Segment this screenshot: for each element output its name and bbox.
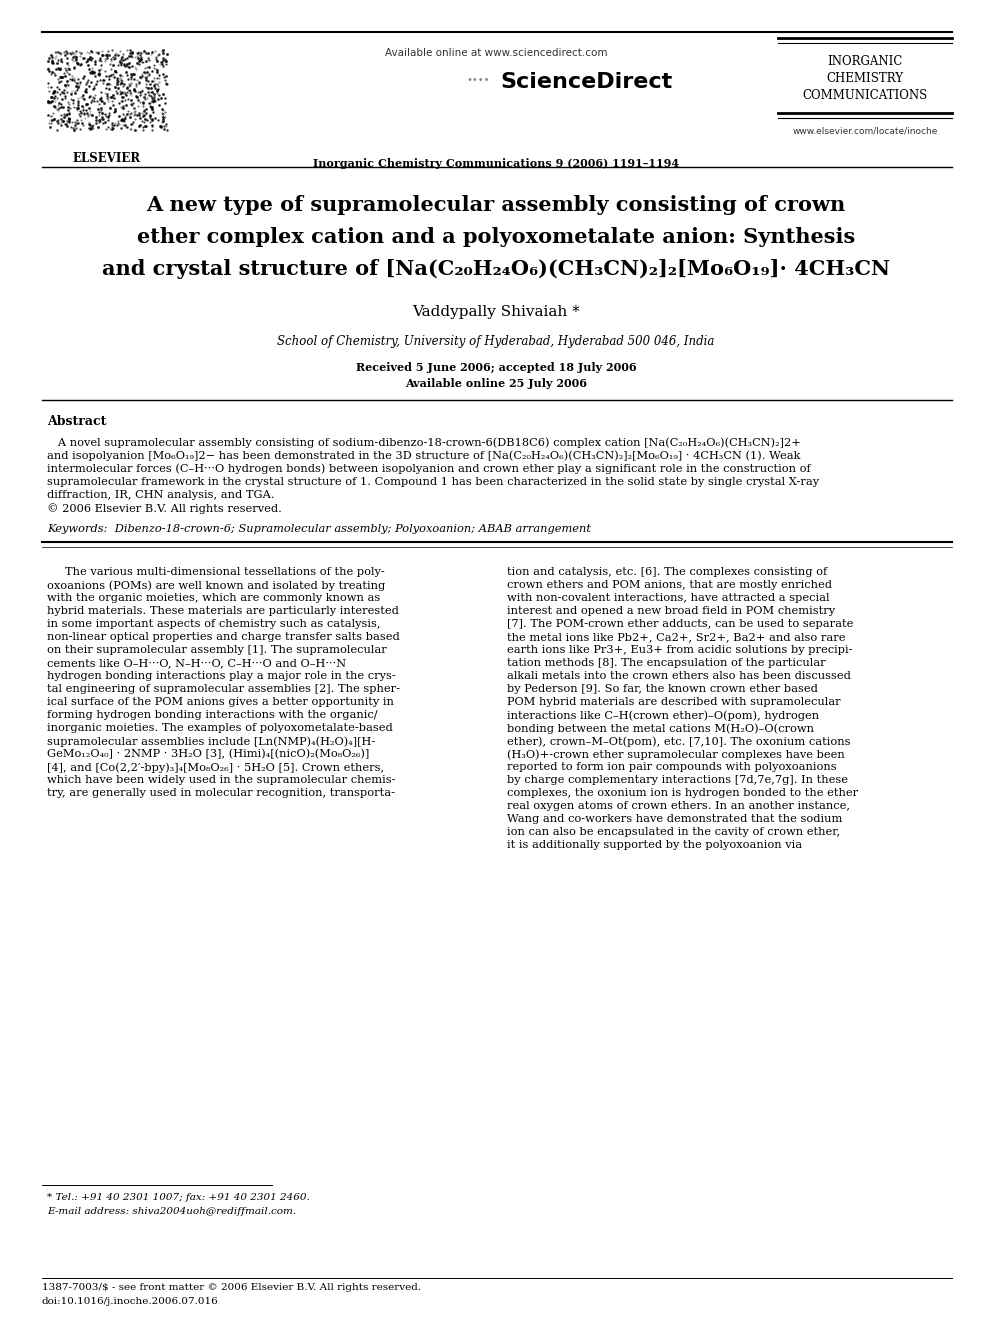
Text: it is additionally supported by the polyoxoanion via: it is additionally supported by the poly… — [507, 840, 803, 851]
Text: ether complex cation and a polyoxometalate anion: Synthesis: ether complex cation and a polyoxometala… — [137, 228, 855, 247]
Text: E-mail address: shiva2004uoh@rediffmail.com.: E-mail address: shiva2004uoh@rediffmail.… — [47, 1207, 297, 1216]
Text: and crystal structure of [Na(C₂₀H₂₄O₆)(CH₃CN)₂]₂[Mo₆O₁₉]· 4CH₃CN: and crystal structure of [Na(C₂₀H₂₄O₆)(C… — [102, 259, 890, 279]
Text: alkali metals into the crown ethers also has been discussed: alkali metals into the crown ethers also… — [507, 671, 851, 681]
Text: ••••: •••• — [466, 75, 490, 85]
Text: by Pederson [9]. So far, the known crown ether based: by Pederson [9]. So far, the known crown… — [507, 684, 817, 695]
Text: tation methods [8]. The encapsulation of the particular: tation methods [8]. The encapsulation of… — [507, 659, 825, 668]
Text: ical surface of the POM anions gives a better opportunity in: ical surface of the POM anions gives a b… — [47, 697, 394, 708]
Text: which have been widely used in the supramolecular chemis-: which have been widely used in the supra… — [47, 775, 396, 785]
Text: INORGANIC: INORGANIC — [827, 56, 903, 67]
Text: doi:10.1016/j.inoche.2006.07.016: doi:10.1016/j.inoche.2006.07.016 — [42, 1297, 219, 1306]
Text: in some important aspects of chemistry such as catalysis,: in some important aspects of chemistry s… — [47, 619, 381, 630]
Text: Available online at www.sciencedirect.com: Available online at www.sciencedirect.co… — [385, 48, 607, 58]
Text: ELSEVIER: ELSEVIER — [73, 152, 141, 165]
Text: The various multi-dimensional tessellations of the poly-: The various multi-dimensional tessellati… — [65, 568, 385, 577]
Text: bonding between the metal cations M(H₂O)–O(crown: bonding between the metal cations M(H₂O)… — [507, 724, 814, 734]
Text: www.elsevier.com/locate/inoche: www.elsevier.com/locate/inoche — [793, 127, 937, 136]
Text: 1387-7003/$ - see front matter © 2006 Elsevier B.V. All rights reserved.: 1387-7003/$ - see front matter © 2006 El… — [42, 1283, 422, 1293]
Text: GeMo₁₂O₄₀] · 2NMP · 3H₂O [3], (Himi)₄[(nicO)₂(Mo₈O₂₆)]: GeMo₁₂O₄₀] · 2NMP · 3H₂O [3], (Himi)₄[(n… — [47, 749, 369, 759]
Text: crown ethers and POM anions, that are mostly enriched: crown ethers and POM anions, that are mo… — [507, 581, 832, 590]
Text: tion and catalysis, etc. [6]. The complexes consisting of: tion and catalysis, etc. [6]. The comple… — [507, 568, 827, 577]
Text: Inorganic Chemistry Communications 9 (2006) 1191–1194: Inorganic Chemistry Communications 9 (20… — [312, 157, 680, 169]
Text: reported to form ion pair compounds with polyoxoanions: reported to form ion pair compounds with… — [507, 762, 836, 773]
Text: Abstract: Abstract — [47, 415, 106, 429]
Text: try, are generally used in molecular recognition, transporta-: try, are generally used in molecular rec… — [47, 789, 395, 798]
Text: hydrogen bonding interactions play a major role in the crys-: hydrogen bonding interactions play a maj… — [47, 671, 396, 681]
Text: tal engineering of supramolecular assemblies [2]. The spher-: tal engineering of supramolecular assemb… — [47, 684, 400, 695]
Text: complexes, the oxonium ion is hydrogen bonded to the ether: complexes, the oxonium ion is hydrogen b… — [507, 789, 858, 798]
Text: [7]. The POM-crown ether adducts, can be used to separate: [7]. The POM-crown ether adducts, can be… — [507, 619, 853, 630]
Text: COMMUNICATIONS: COMMUNICATIONS — [803, 89, 928, 102]
Text: [4], and [Co(2,2′-bpy)₃]₄[Mo₈O₂₆] · 5H₂O [5]. Crown ethers,: [4], and [Co(2,2′-bpy)₃]₄[Mo₈O₂₆] · 5H₂O… — [47, 762, 384, 773]
Text: supramolecular framework in the crystal structure of 1. Compound 1 has been char: supramolecular framework in the crystal … — [47, 476, 819, 487]
Text: Keywords:  Dibenzo-18-crown-6; Supramolecular assembly; Polyoxoanion; ABAB arran: Keywords: Dibenzo-18-crown-6; Supramolec… — [47, 524, 591, 534]
Text: POM hybrid materials are described with supramolecular: POM hybrid materials are described with … — [507, 697, 840, 708]
Text: supramolecular assemblies include [Ln(NMP)₄(H₂O)₄][H-: supramolecular assemblies include [Ln(NM… — [47, 736, 375, 746]
Text: Wang and co-workers have demonstrated that the sodium: Wang and co-workers have demonstrated th… — [507, 814, 842, 824]
Text: forming hydrogen bonding interactions with the organic/: forming hydrogen bonding interactions wi… — [47, 710, 378, 720]
Text: Vaddypally Shivaiah *: Vaddypally Shivaiah * — [412, 306, 580, 319]
Text: hybrid materials. These materials are particularly interested: hybrid materials. These materials are pa… — [47, 606, 399, 617]
Text: ion can also be encapsulated in the cavity of crown ether,: ion can also be encapsulated in the cavi… — [507, 827, 840, 837]
Text: interest and opened a new broad field in POM chemistry: interest and opened a new broad field in… — [507, 606, 835, 617]
Text: by charge complementary interactions [7d,7e,7g]. In these: by charge complementary interactions [7d… — [507, 775, 848, 785]
Text: School of Chemistry, University of Hyderabad, Hyderabad 500 046, India: School of Chemistry, University of Hyder… — [278, 335, 714, 348]
Text: © 2006 Elsevier B.V. All rights reserved.: © 2006 Elsevier B.V. All rights reserved… — [47, 503, 282, 513]
Text: the metal ions like Pb2+, Ca2+, Sr2+, Ba2+ and also rare: the metal ions like Pb2+, Ca2+, Sr2+, Ba… — [507, 632, 845, 642]
Text: oxoanions (POMs) are well known and isolated by treating: oxoanions (POMs) are well known and isol… — [47, 581, 385, 591]
Text: on their supramolecular assembly [1]. The supramolecular: on their supramolecular assembly [1]. Th… — [47, 646, 387, 655]
Text: A novel supramolecular assembly consisting of sodium-dibenzo-18-crown-6(DB18C6) : A novel supramolecular assembly consisti… — [47, 437, 801, 447]
Text: (H₃O)+-crown ether supramolecular complexes have been: (H₃O)+-crown ether supramolecular comple… — [507, 749, 845, 759]
Text: ScienceDirect: ScienceDirect — [500, 71, 673, 93]
Text: Received 5 June 2006; accepted 18 July 2006: Received 5 June 2006; accepted 18 July 2… — [356, 363, 636, 373]
Text: interactions like C–H(crown ether)–O(pom), hydrogen: interactions like C–H(crown ether)–O(pom… — [507, 710, 819, 721]
Text: earth ions like Pr3+, Eu3+ from acidic solutions by precipi-: earth ions like Pr3+, Eu3+ from acidic s… — [507, 646, 852, 655]
Text: Available online 25 July 2006: Available online 25 July 2006 — [405, 378, 587, 389]
Text: with the organic moieties, which are commonly known as: with the organic moieties, which are com… — [47, 593, 380, 603]
Text: * Tel.: +91 40 2301 1007; fax: +91 40 2301 2460.: * Tel.: +91 40 2301 1007; fax: +91 40 23… — [47, 1193, 310, 1203]
Text: A new type of supramolecular assembly consisting of crown: A new type of supramolecular assembly co… — [147, 194, 845, 216]
Text: with non-covalent interactions, have attracted a special: with non-covalent interactions, have att… — [507, 593, 829, 603]
Text: diffraction, IR, CHN analysis, and TGA.: diffraction, IR, CHN analysis, and TGA. — [47, 490, 275, 500]
Text: ether), crown–M–Ot(pom), etc. [7,10]. The oxonium cations: ether), crown–M–Ot(pom), etc. [7,10]. Th… — [507, 736, 850, 746]
Text: intermolecular forces (C–H···O hydrogen bonds) between isopolyanion and crown et: intermolecular forces (C–H···O hydrogen … — [47, 463, 810, 474]
Text: CHEMISTRY: CHEMISTRY — [826, 71, 904, 85]
Text: and isopolyanion [Mo₆O₁₉]2− has been demonstrated in the 3D structure of [Na(C₂₀: and isopolyanion [Mo₆O₁₉]2− has been dem… — [47, 450, 801, 460]
Text: real oxygen atoms of crown ethers. In an another instance,: real oxygen atoms of crown ethers. In an… — [507, 802, 850, 811]
Text: inorganic moieties. The examples of polyoxometalate-based: inorganic moieties. The examples of poly… — [47, 724, 393, 733]
Text: cements like O–H···O, N–H···O, C–H···O and O–H···N: cements like O–H···O, N–H···O, C–H···O a… — [47, 659, 346, 668]
Text: non-linear optical properties and charge transfer salts based: non-linear optical properties and charge… — [47, 632, 400, 642]
